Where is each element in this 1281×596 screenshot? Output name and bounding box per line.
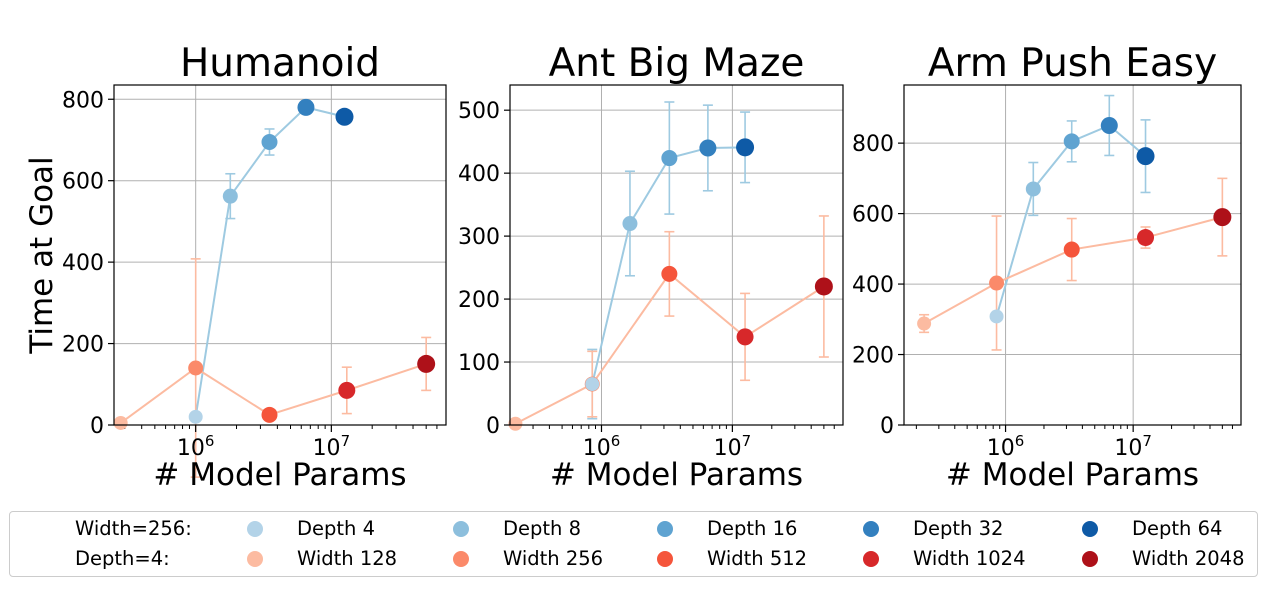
legend-label-depth-32: Depth 32: [913, 517, 1004, 540]
data-point-depth-8: [622, 216, 638, 232]
data-point-depth-4: [989, 309, 1004, 324]
y-tick-label: 400: [852, 273, 894, 298]
data-point-width-128: [113, 415, 128, 430]
legend-marker-depth-64: [1082, 521, 1098, 537]
x-tick-label: 107: [714, 432, 752, 461]
data-point-depth-16: [1063, 133, 1080, 150]
x-tick-label: 106: [583, 432, 621, 461]
legend-marker-width-2048: [1082, 551, 1098, 567]
legend-marker-width-512: [657, 551, 673, 567]
data-point-width-256: [188, 360, 204, 376]
data-point-width-128: [508, 416, 523, 431]
data-point-width-512: [661, 265, 678, 282]
plot-frame: [509, 84, 844, 426]
series-line-depth-4: [923, 216, 1223, 325]
legend-label-depth-16: Depth 16: [707, 517, 798, 540]
chart-panel-3: 0 200 400 600 800 106 107 Arm Push Easy # Model …: [852, 41, 1242, 493]
y-tick-label: 0: [90, 414, 104, 439]
x-tick-label: 106: [177, 432, 215, 461]
y-tick-label: 200: [852, 344, 894, 369]
y-tick-label: 200: [62, 333, 104, 358]
legend-label-width-256: Width 256: [503, 547, 604, 570]
data-point-depth-8: [222, 188, 238, 204]
legend-marker-width-1024: [863, 551, 879, 567]
y-tick-label: 0: [486, 414, 500, 439]
data-point-depth-4: [585, 377, 600, 392]
data-point-depth-32: [297, 98, 315, 116]
data-point-width-2048: [417, 354, 436, 373]
y-tick-label: 800: [852, 132, 894, 157]
x-tick-label: 107: [313, 432, 351, 461]
legend-marker-depth-32: [863, 521, 879, 537]
x-axis-label: # Model Params: [946, 457, 1199, 493]
legend-row1-heading: Width=256:: [75, 517, 192, 540]
legend-label-width-128: Width 128: [297, 547, 398, 570]
chart-title: Humanoid: [180, 41, 380, 86]
data-point-width-1024: [1137, 229, 1155, 247]
data-point-width-512: [1063, 241, 1080, 258]
y-tick-label: 200: [458, 288, 500, 313]
legend-marker-depth-8: [453, 521, 469, 537]
legend-label-depth-8: Depth 8: [503, 517, 581, 540]
data-point-width-2048: [1213, 208, 1232, 227]
legend-label-depth-64: Depth 64: [1132, 517, 1223, 540]
y-tick-label: 400: [62, 251, 104, 276]
y-tick-label: 100: [458, 351, 500, 376]
data-point-width-128: [917, 316, 932, 331]
legend-label-width-512: Width 512: [707, 547, 808, 570]
legend: Width=256: Depth=4: Depth 4 Depth 8 Dept…: [9, 511, 1258, 577]
legend-label-width-2048: Width 2048: [1132, 547, 1245, 570]
y-axis-label: Time at Goal: [24, 156, 60, 354]
legend-marker-width-256: [453, 551, 469, 567]
y-tick-label: 500: [458, 99, 500, 124]
data-point-depth-16: [661, 150, 678, 167]
chart-panel-1: 0 200 400 600 800 106 107 Humanoid # Model Param…: [24, 41, 447, 493]
legend-row2-heading: Depth=4:: [75, 547, 170, 570]
data-point-depth-64: [1136, 147, 1155, 166]
legend-label-width-1024: Width 1024: [913, 547, 1026, 570]
y-tick-label: 0: [880, 414, 894, 439]
y-tick-label: 600: [852, 203, 894, 228]
y-tick-label: 800: [62, 88, 104, 113]
legend-marker-width-128: [247, 551, 263, 567]
figure: 0 200 400 600 800 106 107 Humanoid # Model Param…: [24, 41, 1242, 493]
data-point-width-1024: [736, 328, 754, 346]
data-point-depth-64: [335, 107, 354, 126]
chart-title: Arm Push Easy: [928, 41, 1217, 86]
data-point-width-256: [989, 275, 1005, 291]
legend-marker-depth-16: [657, 521, 673, 537]
y-tick-label: 400: [458, 162, 500, 187]
data-point-depth-32: [699, 139, 717, 157]
data-point-depth-8: [1025, 181, 1041, 197]
plot-frame: [113, 84, 447, 426]
y-tick-label: 300: [458, 225, 500, 250]
plot-frame: [903, 84, 1242, 426]
chart-title: Ant Big Maze: [549, 41, 805, 86]
legend-label-depth-4: Depth 4: [297, 517, 375, 540]
data-point-width-512: [261, 406, 278, 423]
legend-marker-depth-4: [247, 521, 263, 537]
data-point-width-2048: [814, 277, 833, 296]
data-point-width-1024: [338, 381, 356, 399]
data-point-depth-4: [188, 409, 203, 424]
y-tick-label: 600: [62, 170, 104, 195]
data-point-depth-16: [261, 134, 278, 151]
x-axis-label: # Model Params: [153, 457, 406, 493]
x-tick-label: 107: [1114, 432, 1152, 461]
data-point-depth-32: [1100, 117, 1118, 135]
chart-panel-2: 0 100 200 300 400 500 106 107 Ant Big Maze # Mode…: [458, 41, 844, 493]
x-axis-label: # Model Params: [550, 457, 803, 493]
x-tick-label: 106: [987, 432, 1025, 461]
data-point-depth-64: [736, 138, 755, 157]
